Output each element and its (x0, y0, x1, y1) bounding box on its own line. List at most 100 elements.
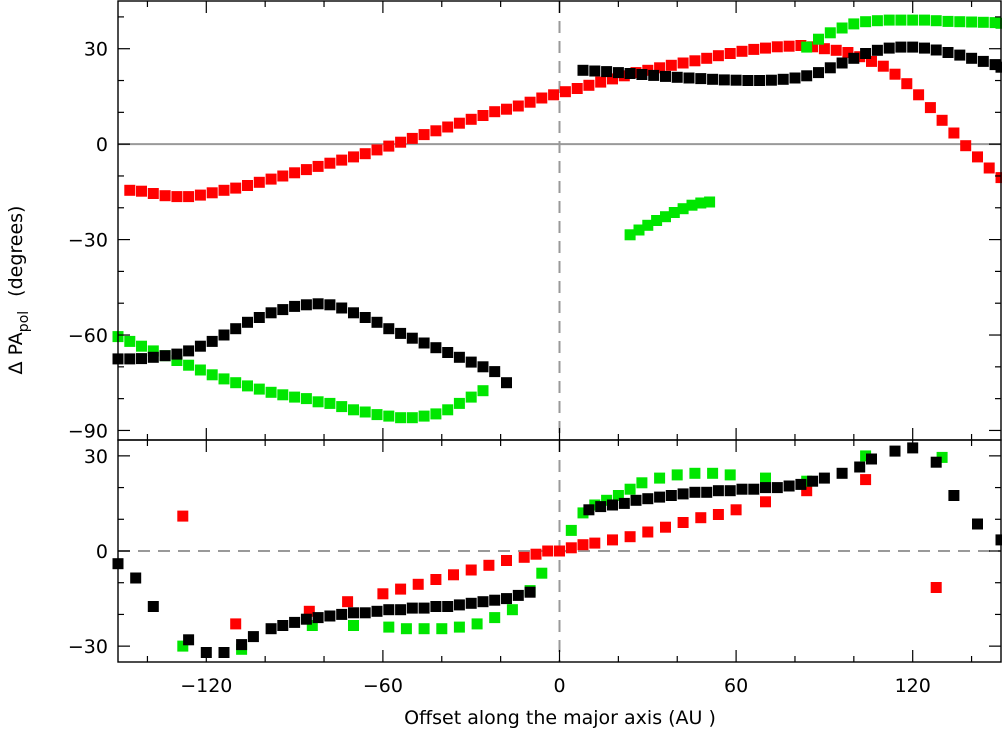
bottom-marker-s2-p55 (889, 445, 901, 457)
bottom-marker-s2-p24 (453, 599, 465, 611)
bottom-marker-s0-p23 (677, 517, 689, 528)
top-marker-s4-p22 (371, 316, 383, 328)
bottom-marker-s0-p25 (712, 509, 724, 520)
bottom-marker-s1-p26 (760, 472, 771, 484)
bottom-xtick-label-4: 120 (895, 675, 931, 697)
top-marker-s1-p24 (395, 412, 407, 424)
top-marker-s0-p33 (512, 100, 524, 112)
top-marker-s4-p30 (465, 356, 477, 368)
bottom-ytick-label-2: −30 (68, 636, 108, 658)
bottom-marker-s2-p19 (395, 604, 407, 616)
top-marker-s0-p30 (477, 110, 489, 121)
bottom-marker-s2-p41 (701, 486, 713, 498)
bottom-marker-s1-p20 (636, 477, 648, 489)
bottom-marker-s2-p48 (783, 480, 795, 492)
bottom-marker-s0-p20 (624, 531, 636, 543)
top-marker-s5-p35 (989, 59, 1001, 71)
bottom-marker-s2-p60 (995, 534, 1002, 546)
top-marker-s0-p23 (395, 136, 407, 148)
top-marker-s0-p52 (736, 45, 748, 57)
top-marker-s4-p19 (336, 302, 348, 314)
top-marker-s4-p7 (194, 340, 206, 352)
top-marker-s0-p22 (383, 140, 395, 152)
top-marker-s3-p11 (930, 15, 942, 27)
top-marker-s0-p40 (595, 76, 607, 88)
x-axis-label: Offset along the major axis (AU ) (404, 707, 716, 729)
bottom-marker-s0-p0 (177, 510, 189, 522)
top-marker-s4-p14 (277, 304, 289, 316)
top-marker-s0-p49 (701, 52, 713, 64)
top-marker-s1-p27 (430, 408, 442, 420)
top-marker-s2-p9 (704, 196, 716, 208)
top-marker-s5-p7 (660, 70, 671, 82)
top-marker-s1-p10 (230, 377, 242, 389)
top-marker-s4-p25 (406, 332, 418, 344)
top-marker-s4-p3 (147, 351, 159, 363)
bottom-marker-s0-p26 (730, 504, 742, 516)
top-marker-s3-p10 (919, 14, 930, 26)
bottom-marker-s0-p7 (430, 574, 442, 585)
bottom-marker-s2-p30 (524, 586, 536, 598)
top-marker-s3-p0 (801, 41, 813, 53)
top-marker-s0-p47 (677, 57, 689, 69)
bottom-marker-s0-p9 (465, 564, 477, 576)
top-marker-s4-p11 (242, 316, 253, 328)
bottom-marker-s1-p27 (801, 475, 813, 487)
bottom-marker-s0-p11 (501, 555, 512, 566)
top-marker-s0-p3 (159, 190, 171, 202)
bottom-marker-s1-p16 (589, 499, 601, 511)
top-marker-s0-p19 (348, 151, 359, 163)
top-marker-s1-p25 (406, 412, 418, 424)
top-marker-s0-p71 (960, 140, 972, 152)
top-marker-s0-p27 (442, 121, 454, 133)
bottom-marker-s0-p19 (607, 534, 618, 546)
bottom-marker-s2-p6 (236, 639, 248, 651)
bottom-y-ticks: 30 0 −30 (68, 446, 1001, 658)
top-marker-s0-p18 (336, 154, 348, 166)
top-marker-s1-p5 (171, 355, 183, 366)
top-marker-s1-p13 (265, 386, 277, 398)
top-marker-s3-p15 (977, 16, 989, 28)
bottom-marker-s2-p53 (854, 461, 866, 473)
top-marker-s0-p64 (877, 60, 889, 72)
top-marker-s5-p31 (942, 47, 954, 58)
top-marker-s1-p23 (383, 410, 395, 422)
top-marker-s0-p56 (783, 40, 795, 52)
top-marker-s5-p15 (754, 75, 766, 86)
top-marker-s5-p27 (895, 41, 907, 53)
bottom-marker-s2-p3 (183, 634, 195, 646)
bottom-marker-s0-p2 (303, 605, 315, 617)
top-marker-s1-p30 (465, 391, 477, 403)
bottom-marker-s1-p5 (400, 623, 412, 635)
top-marker-s2-p6 (677, 203, 689, 215)
bottom-marker-s2-p17 (371, 605, 383, 617)
y-axis-label: Δ PApol (degrees) (5, 206, 32, 375)
bottom-marker-s1-p10 (489, 612, 501, 624)
top-marker-s0-p36 (548, 89, 560, 101)
top-marker-s4-p17 (312, 298, 324, 310)
bottom-marker-s2-p39 (677, 488, 689, 500)
top-marker-s1-p9 (218, 373, 230, 385)
bottom-marker-s0-p5 (395, 583, 407, 595)
bottom-marker-s1-p25 (724, 469, 736, 481)
top-marker-s5-p32 (954, 49, 966, 61)
bottom-marker-s2-p34 (618, 497, 630, 509)
top-marker-s5-p3 (612, 67, 624, 79)
top-marker-s0-p70 (948, 127, 960, 139)
bottom-marker-s1-p0 (177, 640, 189, 652)
top-marker-s0-p10 (242, 180, 253, 191)
top-marker-s0-p62 (854, 51, 866, 63)
top-marker-s1-p31 (477, 385, 489, 397)
bottom-marker-s0-p3 (342, 596, 354, 608)
top-marker-s1-p8 (206, 369, 218, 381)
top-marker-s0-p59 (818, 43, 830, 55)
bottom-marker-s1-p11 (506, 604, 518, 616)
top-marker-s0-p51 (724, 48, 736, 59)
bottom-x-ticks: −120 −60 0 60 120 (146, 440, 973, 697)
bottom-marker-s0-p6 (412, 578, 424, 590)
top-marker-s2-p2 (642, 219, 654, 231)
bottom-marker-s2-p32 (595, 501, 607, 513)
bottom-marker-s2-p25 (465, 597, 477, 609)
top-marker-s0-p13 (277, 170, 289, 182)
bottom-marker-s2-p37 (654, 491, 666, 503)
